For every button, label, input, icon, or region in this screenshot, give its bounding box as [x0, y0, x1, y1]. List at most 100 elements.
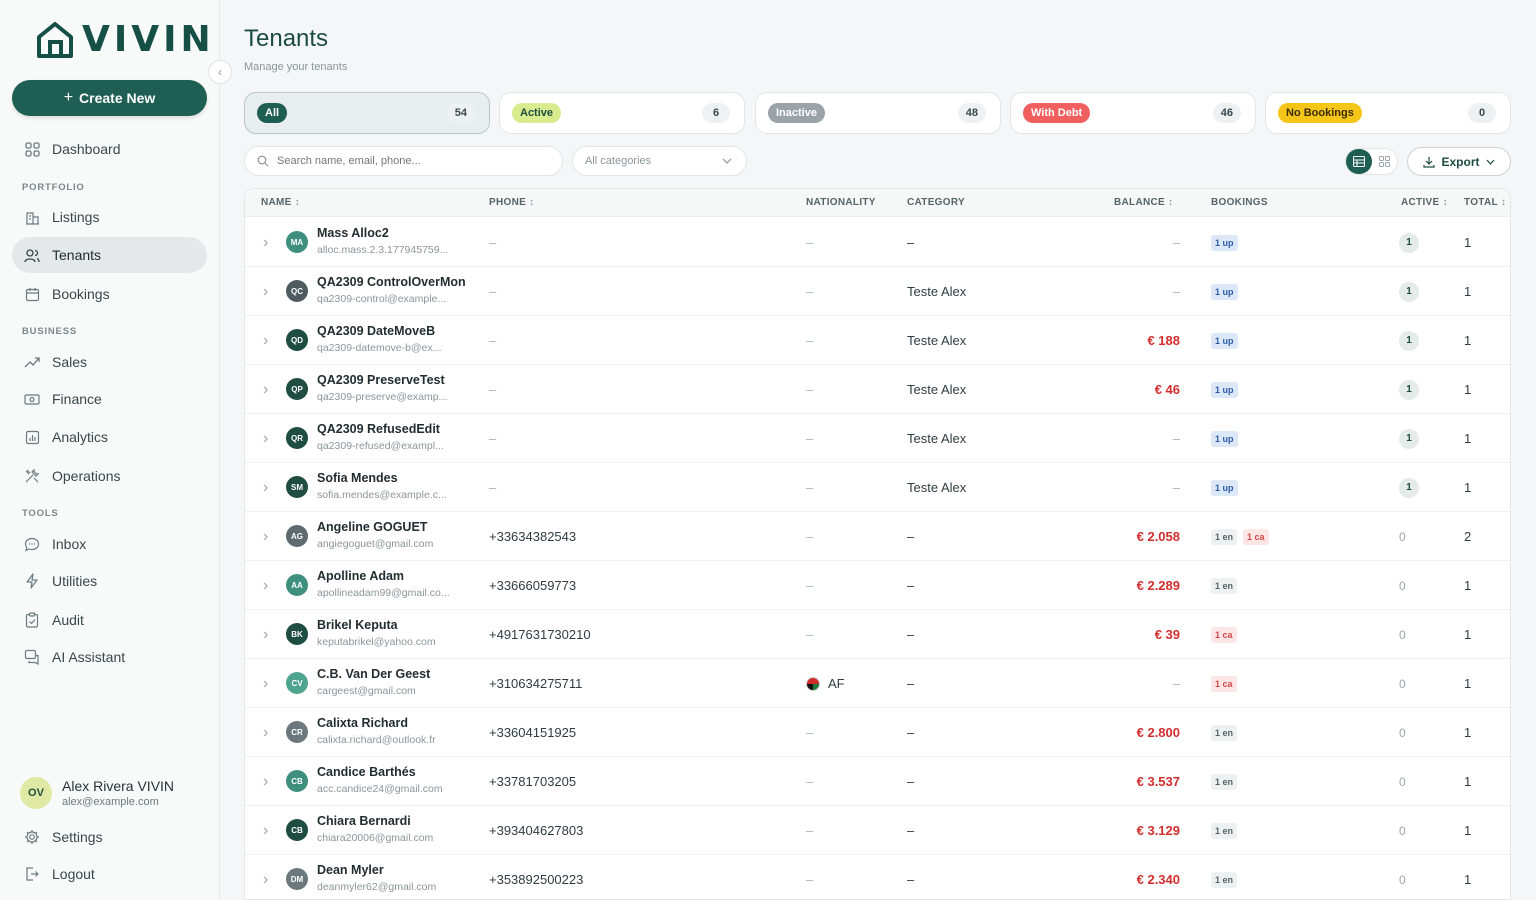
balance-cell: € 3.129: [1136, 823, 1180, 838]
export-button[interactable]: Export: [1407, 147, 1511, 176]
table-row[interactable]: › DM Dean Myler deanmyler62@gmail.com +35389…: [245, 855, 1510, 899]
user-profile[interactable]: OV Alex Rivera VIVIN alex@example.com: [20, 777, 174, 809]
chevron-right-icon[interactable]: ›: [263, 527, 269, 545]
column-category: CATEGORY: [907, 197, 965, 208]
sidebar-item-logout[interactable]: Logout: [12, 856, 207, 892]
filter-count: 48: [957, 103, 986, 123]
filter-card-no-bookings[interactable]: No Bookings 0: [1265, 92, 1511, 134]
sidebar-item-settings[interactable]: Settings: [12, 819, 207, 855]
chevron-right-icon[interactable]: ›: [263, 380, 269, 398]
tenant-name[interactable]: Chiara Bernardi: [317, 814, 411, 828]
tenant-name[interactable]: QA2309 RefusedEdit: [317, 422, 440, 436]
column-balance[interactable]: BALANCE ↕: [1114, 197, 1173, 208]
chevron-right-icon[interactable]: ›: [263, 331, 269, 349]
tenant-name[interactable]: Angeline GOGUET: [317, 520, 428, 534]
table-row[interactable]: › AA Apolline Adam apollineadam99@gmail.co.…: [245, 561, 1510, 610]
sidebar-item-audit[interactable]: Audit: [12, 602, 207, 638]
sidebar-item-finance[interactable]: Finance: [12, 381, 207, 417]
table-row[interactable]: › CV C.B. Van Der Geest cargeest@gmail.com +…: [245, 659, 1510, 708]
create-new-button[interactable]: + Create New: [12, 80, 207, 116]
tenant-email: alloc.mass.2.3.177945759...: [317, 244, 449, 256]
tenant-name[interactable]: Candice Barthés: [317, 765, 416, 779]
chevron-right-icon[interactable]: ›: [263, 723, 269, 741]
table-row[interactable]: › BK Brikel Keputa keputabrikel@yahoo.com +4…: [245, 610, 1510, 659]
tenant-name[interactable]: Dean Myler: [317, 863, 384, 877]
sidebar-item-ai-assistant[interactable]: AI Assistant: [12, 639, 207, 675]
filter-card-with-debt[interactable]: With Debt 46: [1010, 92, 1256, 134]
chevron-right-icon[interactable]: ›: [263, 674, 269, 692]
tenant-name[interactable]: QA2309 ControlOverMon: [317, 275, 466, 289]
sidebar-item-utilities[interactable]: Utilities: [12, 563, 207, 599]
active-cell: 1: [1399, 414, 1419, 463]
table-row[interactable]: › QP QA2309 PreserveTest qa2309-preserve@ex…: [245, 365, 1510, 414]
tenant-name[interactable]: Brikel Keputa: [317, 618, 398, 632]
tenant-name[interactable]: Apolline Adam: [317, 569, 405, 583]
view-toggle[interactable]: [1345, 148, 1398, 175]
phone-cell: –: [489, 480, 497, 495]
filter-card-all[interactable]: All 54: [244, 92, 490, 134]
tenant-email: angiegoguet@gmail.com: [317, 538, 434, 550]
table-row[interactable]: › CB Candice Barthés acc.candice24@gmail.co…: [245, 757, 1510, 806]
column-phone[interactable]: PHONE ↕: [489, 197, 534, 208]
search-input[interactable]: [277, 155, 547, 167]
sidebar-item-tenants[interactable]: Tenants: [12, 237, 207, 273]
phone-cell: –: [489, 235, 497, 250]
sidebar-item-operations[interactable]: Operations: [12, 458, 207, 494]
chevron-right-icon[interactable]: ›: [263, 870, 269, 888]
user-email: alex@example.com: [62, 796, 159, 808]
table-row[interactable]: › QC QA2309 ControlOverMon qa2309-control@e…: [245, 267, 1510, 316]
tenant-name[interactable]: QA2309 DateMoveB: [317, 324, 436, 338]
phone-cell: +310634275711: [489, 676, 583, 691]
chevron-right-icon[interactable]: ›: [263, 282, 269, 300]
table-row[interactable]: › CR Calixta Richard calixta.richard@outloo…: [245, 708, 1510, 757]
chevron-right-icon[interactable]: ›: [263, 478, 269, 496]
grid-view-button[interactable]: [1372, 149, 1398, 174]
table-view-button[interactable]: [1346, 149, 1372, 174]
chevron-right-icon[interactable]: ›: [263, 576, 269, 594]
sidebar-item-dashboard[interactable]: Dashboard: [12, 131, 207, 167]
tenant-name[interactable]: QA2309 PreserveTest: [317, 373, 445, 387]
nationality-value: –: [806, 480, 814, 495]
bar-chart-icon: [24, 429, 40, 445]
tenant-name[interactable]: Calixta Richard: [317, 716, 409, 730]
chevron-down-icon: [1486, 159, 1494, 165]
table-row[interactable]: › AG Angeline GOGUET angiegoguet@gmail.com +…: [245, 512, 1510, 561]
tenant-name[interactable]: C.B. Van Der Geest: [317, 667, 431, 681]
sidebar-item-sales[interactable]: Sales: [12, 344, 207, 380]
chevron-right-icon[interactable]: ›: [263, 429, 269, 447]
chevron-right-icon[interactable]: ›: [263, 233, 269, 251]
booking-tag: 1 up: [1211, 332, 1238, 349]
collapse-sidebar-button[interactable]: ‹: [208, 60, 232, 84]
filter-card-active[interactable]: Active 6: [499, 92, 745, 134]
table-row[interactable]: › QR QA2309 RefusedEdit qa2309-refused@exam…: [245, 414, 1510, 463]
active-cell: 0: [1399, 855, 1406, 899]
tenant-name[interactable]: Mass Alloc2: [317, 226, 389, 240]
category-select[interactable]: All categories: [572, 146, 747, 176]
table-row[interactable]: › CB Chiara Bernardi chiara20006@gmail.com +…: [245, 806, 1510, 855]
users-icon: [24, 247, 40, 263]
total-count: 1: [1464, 235, 1472, 250]
filter-card-inactive[interactable]: Inactive 48: [755, 92, 1001, 134]
table-row[interactable]: › MA Mass Alloc2 alloc.mass.2.3.177945759..…: [245, 218, 1510, 267]
chevron-right-icon[interactable]: ›: [263, 821, 269, 839]
table-row[interactable]: › QD QA2309 DateMoveB qa2309-datemove-b@ex.…: [245, 316, 1510, 365]
chevron-right-icon[interactable]: ›: [263, 625, 269, 643]
search-box[interactable]: [244, 146, 563, 176]
sidebar-item-listings[interactable]: Listings: [12, 199, 207, 235]
vivin-logo[interactable]: VIVIN: [36, 20, 215, 60]
tenant-name[interactable]: Sofia Mendes: [317, 471, 398, 485]
sidebar-item-bookings[interactable]: Bookings: [12, 276, 207, 312]
sidebar-item-analytics[interactable]: Analytics: [12, 419, 207, 455]
column-total[interactable]: TOTAL ↕: [1464, 197, 1506, 208]
column-name-label: NAME: [261, 197, 292, 208]
sidebar-label-ai-assistant: AI Assistant: [52, 649, 126, 665]
active-cell: 1: [1399, 218, 1419, 267]
chevron-right-icon[interactable]: ›: [263, 772, 269, 790]
booking-tag: 1 en: [1211, 577, 1238, 594]
table-row[interactable]: › SM Sofia Mendes sofia.mendes@example.c...…: [245, 463, 1510, 512]
column-active[interactable]: ACTIVE ↕: [1401, 197, 1448, 208]
column-name[interactable]: NAME ↕: [261, 197, 300, 208]
sidebar-item-inbox[interactable]: Inbox: [12, 526, 207, 562]
category-cell: Teste Alex: [907, 284, 967, 299]
nationality-value: –: [806, 382, 814, 397]
